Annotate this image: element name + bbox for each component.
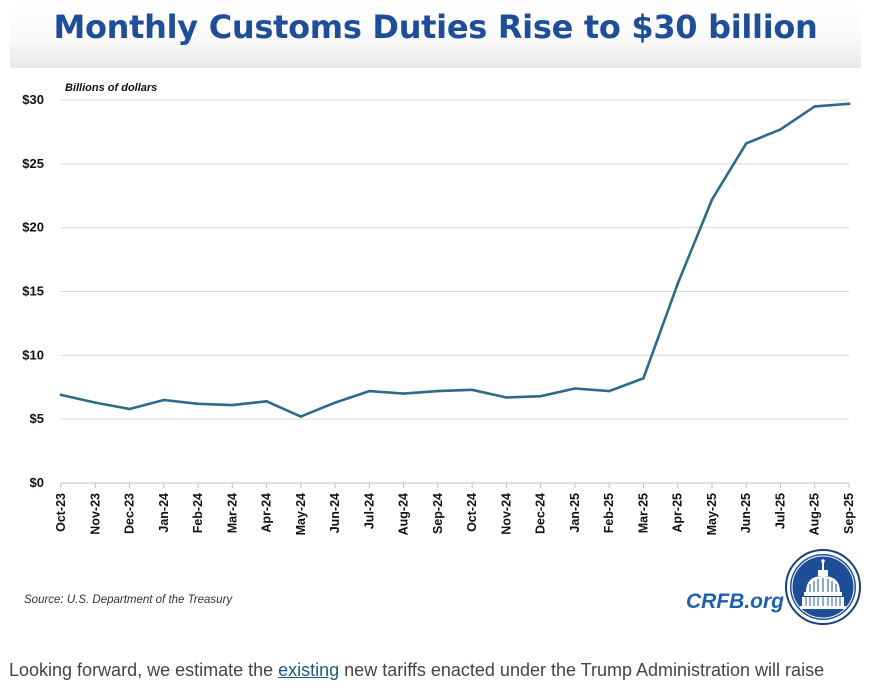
data-point xyxy=(505,396,508,399)
x-tick-label: May-24 xyxy=(294,493,308,535)
x-tick-label: Aug-24 xyxy=(397,493,411,535)
data-point xyxy=(265,399,268,403)
x-tick-label: Nov-24 xyxy=(499,493,513,535)
article-text-end: new tariffs enacted under the Trump Admi… xyxy=(339,660,825,680)
capitol-seal-icon xyxy=(785,549,861,625)
data-point xyxy=(128,407,131,411)
chart-card: Monthly Customs Duties Rise to $30 billi… xyxy=(10,0,861,640)
x-tick-label: Feb-24 xyxy=(191,493,205,533)
x-tick-label: Dec-24 xyxy=(534,493,548,534)
x-tick-label: Jul-25 xyxy=(773,493,787,529)
data-point xyxy=(162,398,166,402)
data-point xyxy=(676,282,679,286)
data-point xyxy=(744,142,748,145)
x-tick-label: Oct-24 xyxy=(465,493,479,532)
y-tick-label: $20 xyxy=(22,220,44,235)
chart-title: Monthly Customs Duties Rise to $30 billi… xyxy=(53,8,818,46)
x-tick-label: Jun-24 xyxy=(328,493,342,533)
y-tick-label: $5 xyxy=(30,411,44,426)
article-text: Looking forward, we estimate the existin… xyxy=(9,660,824,681)
data-point xyxy=(196,402,200,406)
data-point xyxy=(333,401,337,404)
data-point xyxy=(470,388,474,392)
series-layer xyxy=(59,102,851,418)
x-tick-label: Mar-24 xyxy=(225,493,239,533)
data-point xyxy=(642,377,645,380)
data-point xyxy=(539,394,542,398)
y-tick-label: $10 xyxy=(22,347,44,362)
data-point xyxy=(710,198,714,201)
data-point xyxy=(93,401,97,404)
article-text-start: Looking forward, we estimate the xyxy=(9,660,279,680)
data-point xyxy=(779,128,782,131)
x-tick-label: Jul-24 xyxy=(362,493,376,529)
x-tick-label: May-25 xyxy=(705,493,719,535)
data-point xyxy=(299,415,303,418)
y-tick-label: $15 xyxy=(22,284,44,299)
y-tick-label: $30 xyxy=(22,92,44,107)
x-tick-label: Feb-25 xyxy=(602,493,616,533)
x-tick-label: Sep-24 xyxy=(431,493,445,534)
x-tick-label: Apr-24 xyxy=(260,493,274,533)
axis-layer xyxy=(60,482,850,488)
data-point xyxy=(607,389,611,393)
label-layer: $0 $5 $10 $15 $20 $25 $30 Billions of dollars Oc… xyxy=(22,82,856,535)
x-tick-label: Nov-23 xyxy=(88,493,102,535)
x-tick-label: Aug-25 xyxy=(808,493,822,535)
data-point xyxy=(847,102,851,106)
title-band: Monthly Customs Duties Rise to $30 billi… xyxy=(10,0,861,68)
data-point xyxy=(231,403,234,407)
data-point xyxy=(573,387,577,390)
x-tick-label: Dec-23 xyxy=(123,493,137,534)
x-tick-label: Apr-25 xyxy=(671,493,685,533)
x-tick-label: Oct-23 xyxy=(54,493,68,532)
data-point xyxy=(436,389,440,393)
x-tick-label: Jan-25 xyxy=(568,493,582,533)
y-tick-label: $25 xyxy=(22,156,44,171)
line-chart: $0 $5 $10 $15 $20 $25 $30 Billions of dollars Oc… xyxy=(22,82,856,535)
data-point xyxy=(813,105,817,108)
existing-link[interactable]: existing xyxy=(278,660,340,680)
x-tick-label: Jun-25 xyxy=(739,493,753,533)
data-point xyxy=(402,392,405,395)
grid-layer xyxy=(61,99,849,420)
series-line xyxy=(59,102,851,418)
data-point xyxy=(59,393,63,397)
brand-logo-text: CRFB.org xyxy=(686,590,784,613)
y-axis-label: Billions of dollars xyxy=(65,82,157,94)
source-note: Source: U.S. Department of the Treasury xyxy=(24,594,233,606)
x-tick-label: Jan-24 xyxy=(157,493,171,533)
x-tick-label: Sep-25 xyxy=(842,493,856,534)
x-tick-label: Mar-25 xyxy=(636,493,650,533)
data-point xyxy=(368,389,371,393)
y-tick-label: $0 xyxy=(30,475,44,490)
